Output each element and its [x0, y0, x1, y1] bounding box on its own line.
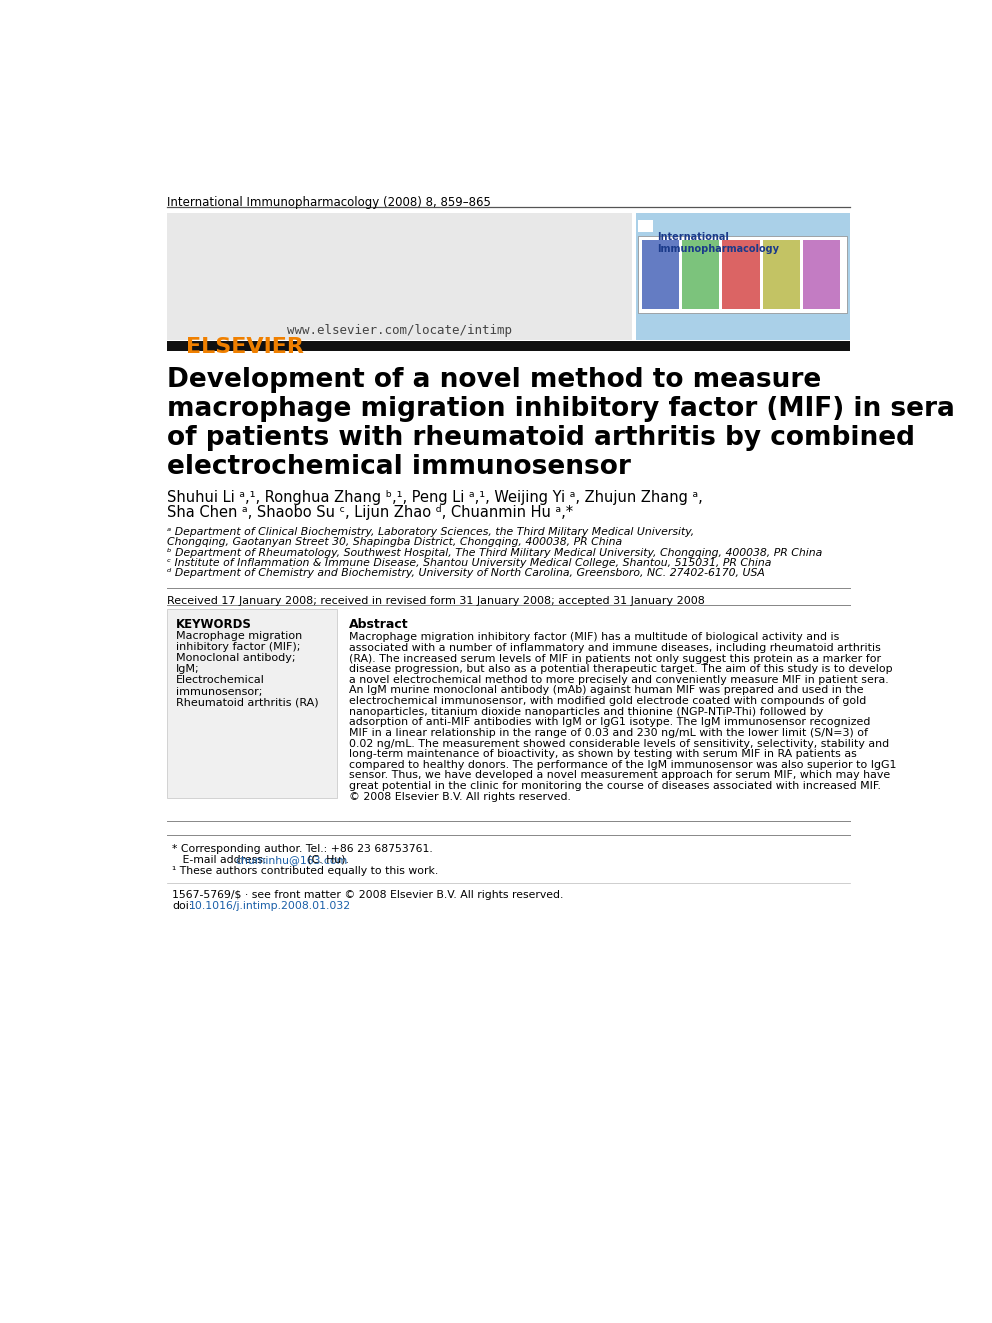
- Text: Rheumatoid arthritis (RA): Rheumatoid arthritis (RA): [176, 697, 318, 708]
- Text: associated with a number of inflammatory and immune diseases, including rheumato: associated with a number of inflammatory…: [349, 643, 881, 654]
- Text: Monoclonal antibody;: Monoclonal antibody;: [176, 654, 296, 663]
- Text: ¹ These authors contributed equally to this work.: ¹ These authors contributed equally to t…: [172, 865, 438, 876]
- Text: great potential in the clinic for monitoring the course of diseases associated w: great potential in the clinic for monito…: [349, 781, 881, 791]
- FancyBboxPatch shape: [167, 341, 850, 352]
- FancyBboxPatch shape: [167, 213, 632, 340]
- FancyBboxPatch shape: [638, 221, 654, 232]
- Text: International Immunopharmacology (2008) 8, 859–865: International Immunopharmacology (2008) …: [167, 196, 490, 209]
- FancyBboxPatch shape: [682, 239, 719, 308]
- Text: ᶜ Institute of Inflammation & Immune Disease, Shantou University Medical College: ᶜ Institute of Inflammation & Immune Dis…: [167, 558, 771, 569]
- Text: An IgM murine monoclonal antibody (mAb) against human MIF was prepared and used : An IgM murine monoclonal antibody (mAb) …: [349, 685, 863, 696]
- Text: Macrophage migration inhibitory factor (MIF) has a multitude of biological activ: Macrophage migration inhibitory factor (…: [349, 632, 839, 642]
- Text: (C. Hu).: (C. Hu).: [304, 855, 348, 865]
- Text: 10.1016/j.intimp.2008.01.032: 10.1016/j.intimp.2008.01.032: [189, 901, 351, 912]
- FancyBboxPatch shape: [642, 239, 679, 308]
- Text: long-term maintenance of bioactivity, as shown by testing with serum MIF in RA p: long-term maintenance of bioactivity, as…: [349, 749, 857, 759]
- Text: immunosensor;: immunosensor;: [176, 687, 262, 697]
- FancyBboxPatch shape: [763, 239, 800, 308]
- Text: disease progression, but also as a potential therapeutic target. The aim of this: disease progression, but also as a poten…: [349, 664, 893, 675]
- Text: Macrophage migration: Macrophage migration: [176, 631, 303, 640]
- FancyBboxPatch shape: [803, 239, 840, 308]
- Text: ᵈ Department of Chemistry and Biochemistry, University of North Carolina, Greens: ᵈ Department of Chemistry and Biochemist…: [167, 569, 765, 578]
- Text: Chongqing, Gaotanyan Street 30, Shapingba District, Chongqing, 400038, PR China: Chongqing, Gaotanyan Street 30, Shapingb…: [167, 537, 622, 546]
- Text: ᵇ Department of Rheumatology, Southwest Hospital, The Third Military Medical Uni: ᵇ Department of Rheumatology, Southwest …: [167, 548, 822, 558]
- Text: * Corresponding author. Tel.: +86 23 68753761.: * Corresponding author. Tel.: +86 23 687…: [172, 844, 433, 855]
- FancyBboxPatch shape: [167, 609, 337, 798]
- Text: of patients with rheumatoid arthritis by combined: of patients with rheumatoid arthritis by…: [167, 425, 915, 451]
- Text: E-mail address:: E-mail address:: [172, 855, 270, 865]
- Text: Shuhui Li ᵃ,¹, Ronghua Zhang ᵇ,¹, Peng Li ᵃ,¹, Weijing Yi ᵃ, Zhujun Zhang ᵃ,: Shuhui Li ᵃ,¹, Ronghua Zhang ᵇ,¹, Peng L…: [167, 490, 702, 505]
- Text: Abstract: Abstract: [349, 618, 409, 631]
- Text: inhibitory factor (MIF);: inhibitory factor (MIF);: [176, 642, 301, 652]
- Text: electrochemical immunosensor: electrochemical immunosensor: [167, 454, 631, 480]
- FancyBboxPatch shape: [636, 213, 850, 340]
- Text: International
Immunopharmacology: International Immunopharmacology: [657, 232, 779, 254]
- Text: (RA). The increased serum levels of MIF in patients not only suggest this protei: (RA). The increased serum levels of MIF …: [349, 654, 881, 664]
- FancyBboxPatch shape: [638, 235, 847, 312]
- Text: nanoparticles, titanium dioxide nanoparticles and thionine (NGP-NTiP-Thi) follow: nanoparticles, titanium dioxide nanopart…: [349, 706, 823, 717]
- Text: macrophage migration inhibitory factor (MIF) in sera: macrophage migration inhibitory factor (…: [167, 396, 954, 422]
- Text: ᵃ Department of Clinical Biochemistry, Laboratory Sciences, the Third Military M: ᵃ Department of Clinical Biochemistry, L…: [167, 527, 693, 537]
- Text: ELSEVIER: ELSEVIER: [186, 337, 304, 357]
- Text: Received 17 January 2008; received in revised form 31 January 2008; accepted 31 : Received 17 January 2008; received in re…: [167, 597, 704, 606]
- Text: a novel electrochemical method to more precisely and conveniently measure MIF in: a novel electrochemical method to more p…: [349, 675, 889, 685]
- Text: doi:: doi:: [172, 901, 192, 912]
- Text: MIF in a linear relationship in the range of 0.03 and 230 ng/mL with the lower l: MIF in a linear relationship in the rang…: [349, 728, 868, 738]
- Text: 0.02 ng/mL. The measurement showed considerable levels of sensitivity, selectivi: 0.02 ng/mL. The measurement showed consi…: [349, 738, 889, 749]
- Text: Development of a novel method to measure: Development of a novel method to measure: [167, 366, 820, 393]
- Text: Electrochemical: Electrochemical: [176, 676, 265, 685]
- Text: © 2008 Elsevier B.V. All rights reserved.: © 2008 Elsevier B.V. All rights reserved…: [349, 791, 570, 802]
- Text: adsorption of anti-MIF antibodies with IgM or IgG1 isotype. The IgM immunosensor: adsorption of anti-MIF antibodies with I…: [349, 717, 870, 728]
- Text: IgM;: IgM;: [176, 664, 199, 675]
- FancyBboxPatch shape: [722, 239, 760, 308]
- Text: www.elsevier.com/locate/intimp: www.elsevier.com/locate/intimp: [287, 324, 512, 337]
- Text: compared to healthy donors. The performance of the IgM immunosensor was also sup: compared to healthy donors. The performa…: [349, 759, 896, 770]
- Text: chuminhu@163.com: chuminhu@163.com: [236, 855, 348, 865]
- Text: KEYWORDS: KEYWORDS: [176, 618, 252, 631]
- Text: Sha Chen ᵃ, Shaobo Su ᶜ, Lijun Zhao ᵈ, Chuanmin Hu ᵃ,*: Sha Chen ᵃ, Shaobo Su ᶜ, Lijun Zhao ᵈ, C…: [167, 505, 572, 520]
- Text: 1567-5769/$ · see front matter © 2008 Elsevier B.V. All rights reserved.: 1567-5769/$ · see front matter © 2008 El…: [172, 890, 563, 900]
- Text: electrochemical immunosensor, with modified gold electrode coated with compounds: electrochemical immunosensor, with modif…: [349, 696, 866, 706]
- Text: sensor. Thus, we have developed a novel measurement approach for serum MIF, whic: sensor. Thus, we have developed a novel …: [349, 770, 890, 781]
